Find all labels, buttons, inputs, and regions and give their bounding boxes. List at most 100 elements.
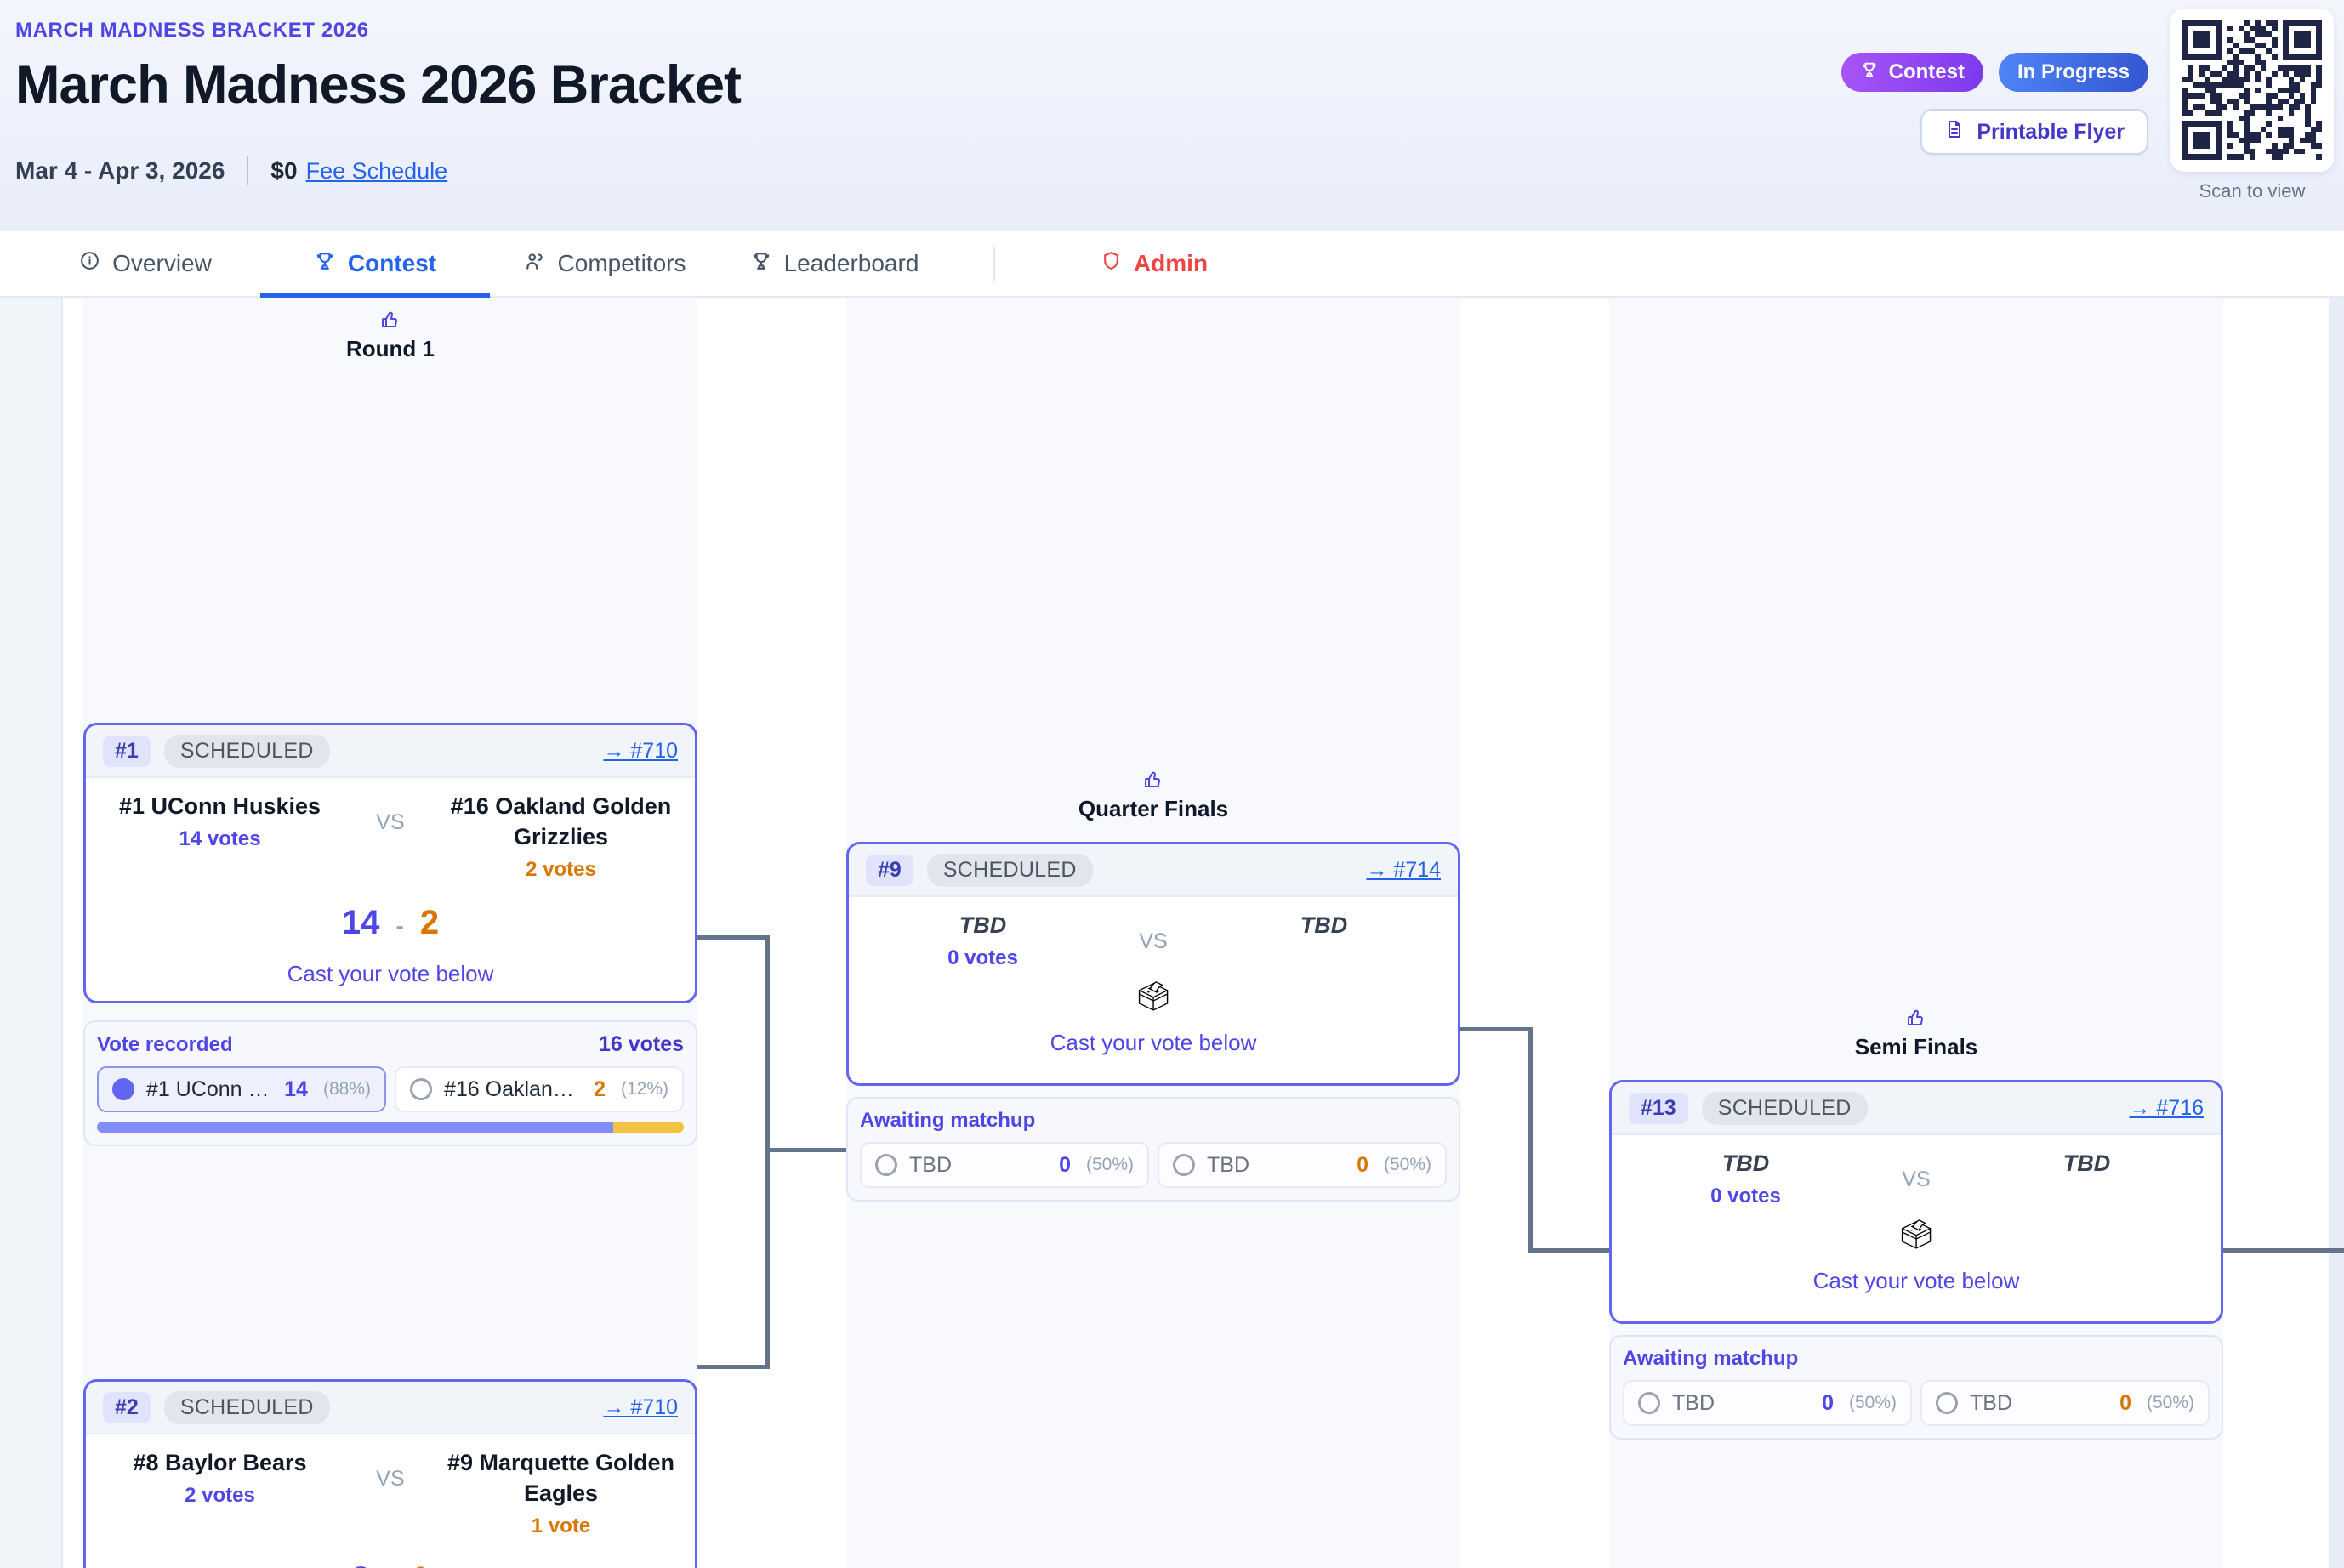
vote-option-home-name: TBD [1672, 1390, 1715, 1415]
vote-panel[interactable]: Awaiting matchup TBD 0 (50%) TBD 0 (50%) [846, 1097, 1460, 1202]
left-gutter-edge [61, 298, 63, 1568]
match-card-body: #1 UConn Huskies 14 votes VS #16 Oakland… [86, 778, 695, 1001]
event-meta: Mar 4 - Apr 3, 2026 $0 Fee Schedule [15, 156, 2344, 185]
match-card[interactable]: #1 SCHEDULED → #710 #1 UConn Huskies 14 … [83, 723, 697, 1003]
vote-option-home-count: 0 [1059, 1152, 1071, 1177]
vote-option-away-count: 2 [594, 1077, 606, 1101]
vote-option-home[interactable]: TBD 0 (50%) [1623, 1380, 1912, 1426]
meta-divider [247, 156, 249, 185]
tab-admin[interactable]: Admin [1039, 231, 1269, 296]
match-score: 14 - 2 [86, 904, 695, 942]
tab-leaderboard-label: Leaderboard [783, 250, 919, 276]
next-match-link[interactable]: → #716 [2129, 1095, 2204, 1120]
vote-option-away-pct: (50%) [1383, 1155, 1431, 1174]
team-home[interactable]: TBD 0 votes [1612, 1149, 1880, 1208]
tab-overview-label: Overview [112, 250, 212, 276]
match-status-pill: SCHEDULED [926, 853, 1093, 887]
next-match-link[interactable]: → #710 [603, 1395, 678, 1419]
next-match-link[interactable]: → #714 [1366, 857, 1441, 882]
vs-label: VS [376, 810, 405, 834]
printable-flyer-button[interactable]: Printable Flyer [1920, 109, 2148, 155]
vote-option-home-pct: (50%) [1848, 1393, 1897, 1412]
radio-empty-icon [1173, 1154, 1195, 1176]
next-match-link[interactable]: → #710 [603, 738, 678, 763]
match-status-pill: SCHEDULED [1701, 1091, 1868, 1125]
team-home-votes: 2 votes [185, 1483, 255, 1507]
vote-option-away[interactable]: TBD 0 (50%) [1158, 1142, 1447, 1188]
bracket-canvas[interactable]: Round 1 Quarter Finals Semi Finals [0, 298, 2344, 1568]
round-name: Round 1 [346, 336, 435, 361]
vs-label: VS [1902, 1167, 1931, 1191]
event-fee: $0 [270, 157, 298, 184]
vote-option-away-pct: (50%) [2146, 1393, 2194, 1412]
match-card[interactable]: #9 SCHEDULED → #714 TBD 0 votes VS TBD 🗳… [846, 842, 1460, 1086]
contest-type-badge[interactable]: Contest [1840, 53, 1983, 92]
match-card-header: #9 SCHEDULED → #714 [849, 844, 1458, 897]
thumbs-up-icon [1143, 770, 1163, 794]
team-away-name: #9 Marquette Golden Eagles [447, 1450, 674, 1506]
right-scroll-edge[interactable] [2329, 298, 2344, 1568]
qr-code-card[interactable]: Scan to view [2165, 9, 2339, 202]
status-badge[interactable]: In Progress [1998, 53, 2148, 92]
vote-option-home[interactable]: TBD 0 (50%) [860, 1142, 1149, 1188]
vote-option-away-name: #16 Oakland ... [444, 1077, 583, 1101]
team-away[interactable]: TBD [1953, 1149, 2221, 1179]
match-number-badge: #1 [103, 735, 151, 767]
qr-code-image [2170, 9, 2334, 172]
people-icon [524, 250, 546, 278]
tab-competitors[interactable]: Competitors [490, 231, 720, 296]
team-home-name: #1 UConn Huskies [118, 793, 321, 819]
event-dates: Mar 4 - Apr 3, 2026 [15, 157, 225, 184]
score-dash: - [395, 912, 404, 939]
thumbs-up-icon [1906, 1008, 1926, 1032]
vote-option-home[interactable]: #1 UConn H... 14 (88%) [97, 1066, 386, 1112]
team-home-name: #8 Baylor Bears [133, 1450, 307, 1475]
match-status-pill: SCHEDULED [163, 1390, 330, 1424]
trophy-icon [750, 250, 772, 278]
tab-overview[interactable]: Overview [31, 231, 260, 296]
vote-option-away-pct: (12%) [620, 1079, 668, 1099]
radio-empty-icon [875, 1154, 897, 1176]
tab-leaderboard[interactable]: Leaderboard [720, 231, 949, 296]
shield-icon [1101, 250, 1122, 277]
vote-option-home-name: TBD [909, 1152, 952, 1177]
team-away[interactable]: TBD [1190, 911, 1458, 941]
main-tabs: Overview Contest Competitors Leaderboard [0, 231, 2344, 298]
vote-option-away-count: 0 [1357, 1152, 1368, 1177]
left-gutter [0, 298, 61, 1568]
team-home-votes: 14 votes [179, 827, 261, 850]
vote-progress-away [613, 1122, 684, 1133]
round-name: Semi Finals [1854, 1034, 1978, 1060]
qr-code-matrix [2182, 20, 2322, 160]
fee-schedule-link[interactable]: Fee Schedule [305, 157, 448, 184]
radio-empty-icon [410, 1078, 432, 1100]
vote-panel[interactable]: Vote recorded 16 votes #1 UConn H... 14 … [83, 1020, 697, 1146]
vote-panel[interactable]: Awaiting matchup TBD 0 (50%) TBD 0 (50%) [1609, 1335, 2223, 1440]
team-home[interactable]: #1 UConn Huskies 14 votes [86, 792, 354, 851]
team-home[interactable]: TBD 0 votes [849, 911, 1117, 970]
match-card-header: #13 SCHEDULED → #716 [1612, 1082, 2221, 1135]
score-home: 2 [351, 1560, 370, 1568]
team-home-name: TBD [959, 912, 1007, 938]
vote-status-label: Awaiting matchup [1623, 1347, 1799, 1370]
team-away[interactable]: #9 Marquette Golden Eagles 1 vote [427, 1448, 695, 1538]
vote-status-label: Vote recorded [97, 1033, 233, 1056]
vote-option-away-name: TBD [1207, 1152, 1249, 1177]
header-actions: Contest In Progress Printable Flyer [1840, 53, 2148, 155]
match-card[interactable]: #13 SCHEDULED → #716 TBD 0 votes VS TBD … [1609, 1080, 2223, 1324]
tab-contest[interactable]: Contest [260, 231, 490, 298]
ballot-box-icon: 🗳 [1897, 1218, 1935, 1251]
contest-type-label: Contest [1888, 60, 1965, 83]
vote-option-away[interactable]: #16 Oakland ... 2 (12%) [395, 1066, 684, 1112]
team-home-name: TBD [1721, 1150, 1770, 1176]
team-away[interactable]: #16 Oakland Golden Grizzlies 2 votes [427, 792, 695, 882]
team-home[interactable]: #8 Baylor Bears 2 votes [86, 1448, 354, 1508]
page-title: March Madness 2026 Bracket [15, 55, 742, 115]
vote-option-home-pct: (88%) [322, 1079, 371, 1099]
team-home-votes: 0 votes [947, 946, 1018, 969]
vote-option-away-name: TBD [1970, 1390, 2012, 1415]
vote-option-away[interactable]: TBD 0 (50%) [1920, 1380, 2210, 1426]
round-header-quarter-finals: Quarter Finals [846, 770, 1460, 822]
team-away-votes: 1 vote [531, 1514, 591, 1537]
match-card[interactable]: #2 SCHEDULED → #710 #8 Baylor Bears 2 vo… [83, 1379, 697, 1568]
